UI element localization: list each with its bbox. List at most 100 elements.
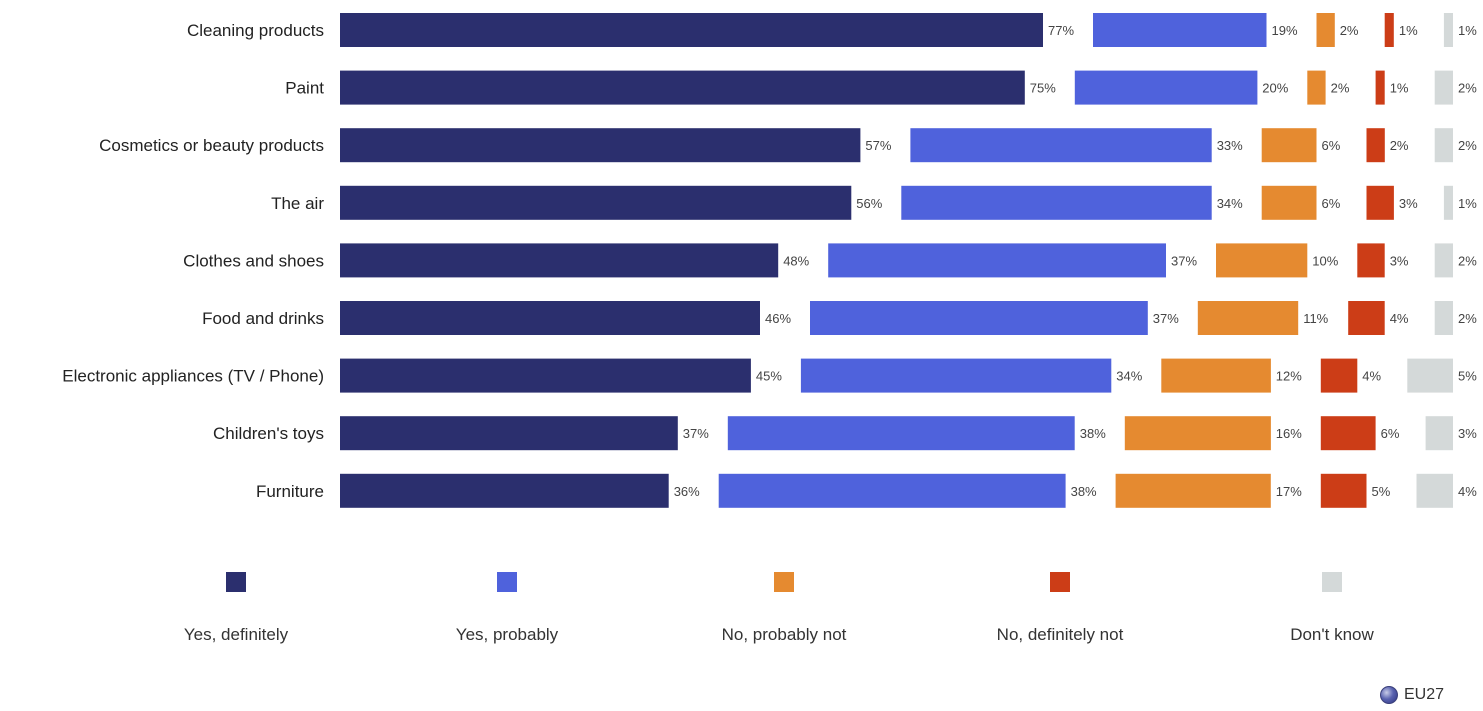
data-label: 57%: [865, 138, 891, 153]
data-label: 45%: [756, 369, 782, 384]
bar-segment: [1074, 70, 1258, 105]
data-label: 12%: [1276, 369, 1302, 384]
legend-label: No, probably not: [722, 625, 847, 644]
bar-segment: [1261, 185, 1317, 220]
data-label: 10%: [1312, 253, 1338, 268]
data-label: 1%: [1399, 23, 1418, 38]
bar-segment: [1425, 416, 1453, 451]
bar-segment: [340, 13, 1043, 47]
bar-segment: [1375, 70, 1385, 105]
bar-segment: [1434, 128, 1453, 163]
data-label: 77%: [1048, 23, 1074, 38]
data-label: 2%: [1331, 81, 1350, 96]
legend-swatch: [226, 572, 246, 592]
bar-segment: [1366, 128, 1385, 163]
bar-segment: [340, 301, 760, 335]
data-label: 38%: [1071, 484, 1097, 499]
data-label: 1%: [1390, 81, 1409, 96]
data-label: 2%: [1390, 138, 1409, 153]
bar-segment: [340, 185, 852, 220]
bar-segment: [340, 128, 861, 163]
category-label: Children's toys: [213, 424, 324, 443]
data-label: 5%: [1372, 484, 1391, 499]
bar-segment: [1407, 358, 1453, 393]
region-badge: EU27: [1380, 686, 1444, 704]
bar-segment: [340, 473, 669, 508]
data-label: 3%: [1458, 426, 1477, 441]
category-label: The air: [271, 194, 324, 213]
data-label: 33%: [1217, 138, 1243, 153]
bar-segment: [1320, 473, 1367, 508]
data-label: 56%: [856, 196, 882, 211]
data-label: 11%: [1303, 311, 1328, 326]
bar-segment: [1348, 301, 1385, 335]
bar-segment: [828, 243, 1166, 278]
bar-segment: [340, 70, 1025, 105]
data-label: 2%: [1458, 81, 1477, 96]
bar-segment: [1434, 301, 1453, 335]
data-label: 2%: [1458, 138, 1477, 153]
legend-swatch: [497, 572, 517, 592]
data-label: 5%: [1458, 369, 1477, 384]
data-label: 34%: [1217, 196, 1243, 211]
bar-segment: [1093, 13, 1267, 47]
bars: 77% 19% 2% 1% 1% 75% 20% 2% 1% 2% 57% 33% 6% 2% 2% 56% 3…: [340, 13, 1477, 508]
bar-segment: [901, 185, 1212, 220]
data-label: 75%: [1030, 81, 1056, 96]
data-label: 3%: [1399, 196, 1418, 211]
bar-segment: [1197, 301, 1299, 335]
legend-label: Don't know: [1290, 625, 1374, 644]
data-label: 37%: [1153, 311, 1179, 326]
bar-segment: [910, 128, 1212, 163]
bar-segment: [1261, 128, 1317, 163]
data-label: 2%: [1458, 253, 1477, 268]
data-label: 19%: [1272, 23, 1298, 38]
bar-segment: [718, 473, 1066, 508]
data-label: 4%: [1390, 311, 1409, 326]
data-label: 17%: [1276, 484, 1302, 499]
bar-segment: [727, 416, 1075, 451]
data-label: 34%: [1116, 369, 1142, 384]
data-label: 4%: [1458, 484, 1477, 499]
data-label: 48%: [783, 253, 809, 268]
data-label: 20%: [1262, 81, 1288, 96]
bar-segment: [1357, 243, 1385, 278]
region-label: EU27: [1404, 686, 1445, 703]
data-label: 6%: [1381, 426, 1400, 441]
data-label: 3%: [1390, 253, 1409, 268]
bar-segment: [1320, 416, 1376, 451]
category-label: Food and drinks: [202, 309, 324, 328]
category-label: Clothes and shoes: [183, 251, 324, 270]
data-label: 6%: [1322, 138, 1341, 153]
data-label: 2%: [1458, 311, 1477, 326]
bar-segment: [340, 416, 678, 451]
legend-swatch: [1322, 572, 1342, 592]
data-label: 46%: [765, 311, 791, 326]
data-label: 37%: [683, 426, 709, 441]
bar-segment: [1384, 13, 1394, 47]
category-label: Paint: [285, 79, 324, 98]
bar-segment: [1307, 70, 1326, 105]
legend-label: Yes, probably: [456, 625, 559, 644]
bar-segment: [1443, 13, 1453, 47]
bar-segment: [1316, 13, 1335, 47]
data-label: 16%: [1276, 426, 1302, 441]
data-label: 38%: [1080, 426, 1106, 441]
category-label: Electronic appliances (TV / Phone): [62, 367, 324, 386]
bar-segment: [340, 243, 779, 278]
bar-segment: [1216, 243, 1308, 278]
bar-segment: [1434, 243, 1453, 278]
bar-segment: [1434, 70, 1453, 105]
category-label: Cleaning products: [187, 21, 324, 40]
legend-swatch: [1050, 572, 1070, 592]
bar-segment: [1366, 185, 1394, 220]
legend-label: Yes, definitely: [184, 625, 289, 644]
legend: Yes, definitely Yes, probably No, probably…: [184, 572, 1374, 644]
legend-label: No, definitely not: [997, 625, 1124, 644]
data-label: 1%: [1458, 196, 1477, 211]
bar-segment: [340, 358, 751, 393]
category-labels: Cleaning products Paint Cosmetics or beaut…: [62, 21, 324, 501]
data-label: 36%: [674, 484, 700, 499]
category-label: Cosmetics or beauty products: [99, 136, 324, 155]
data-label: 1%: [1458, 23, 1477, 38]
